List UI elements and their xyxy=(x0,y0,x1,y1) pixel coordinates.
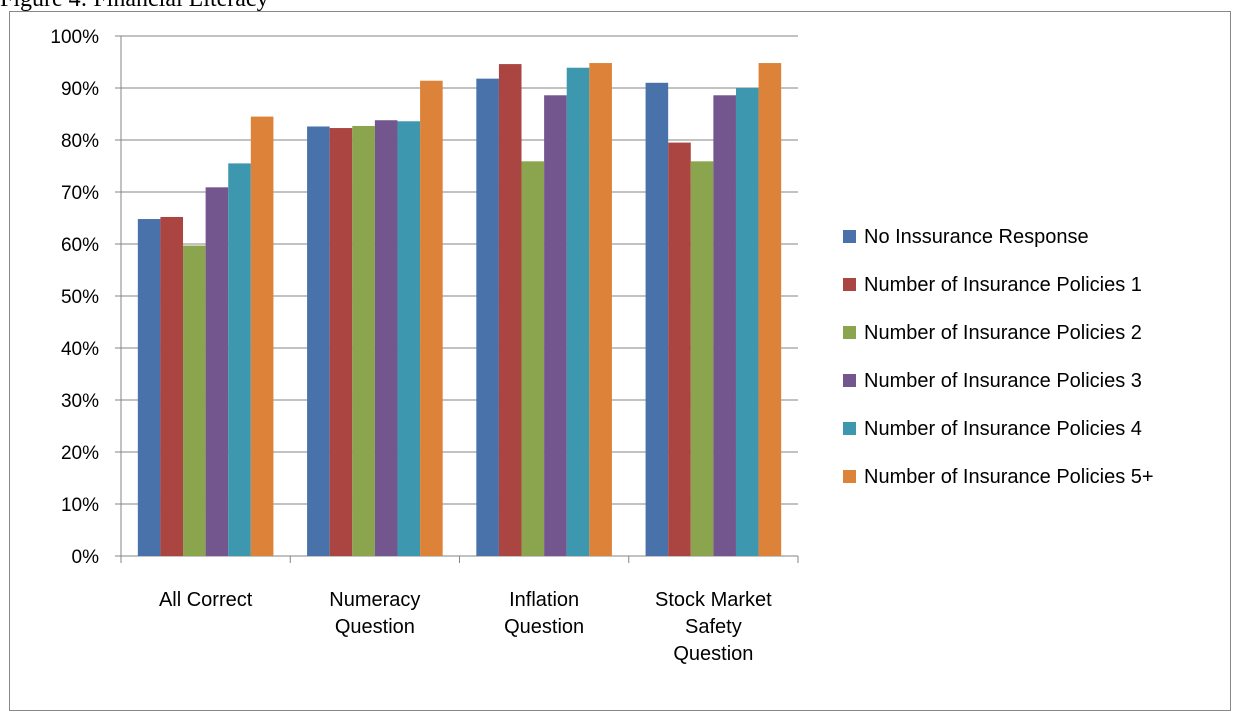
x-category-label: Question xyxy=(504,616,584,638)
y-tick-label: 40% xyxy=(61,339,99,360)
y-tick-label: 60% xyxy=(61,235,99,256)
bar xyxy=(352,125,375,557)
legend-swatch xyxy=(843,278,856,291)
bar xyxy=(397,121,421,556)
x-category-label: Question xyxy=(335,616,415,638)
bar xyxy=(544,95,567,556)
bar xyxy=(250,116,274,556)
legend-label: No Inssurance Response xyxy=(864,226,1089,248)
bar xyxy=(758,63,782,556)
bar xyxy=(668,142,691,556)
x-category-label: Safety xyxy=(685,616,742,638)
bar xyxy=(205,187,229,556)
bar xyxy=(498,64,522,556)
y-tick-label: 70% xyxy=(61,183,99,204)
bar xyxy=(329,128,353,557)
bar xyxy=(566,67,590,556)
bar xyxy=(137,219,161,557)
y-tick-label: 100% xyxy=(50,27,99,48)
legend-label: Number of Insurance Policies 4 xyxy=(864,418,1142,440)
legend-label: Number of Insurance Policies 3 xyxy=(864,370,1142,392)
y-tick-label: 90% xyxy=(61,79,99,100)
legend-swatch xyxy=(843,422,856,435)
y-tick-label: 30% xyxy=(61,391,99,412)
bar xyxy=(589,63,612,556)
legend-swatch xyxy=(843,374,856,387)
figure-caption: Figure 4: Financial Literacy xyxy=(0,0,269,13)
y-tick-label: 80% xyxy=(61,131,99,152)
bar xyxy=(420,80,443,556)
y-tick-label: 50% xyxy=(61,287,99,308)
x-category-label: Inflation xyxy=(509,589,579,611)
y-tick-label: 0% xyxy=(72,547,100,568)
bar xyxy=(183,245,206,556)
x-category-label: Stock Market xyxy=(655,589,772,611)
y-tick-label: 10% xyxy=(61,495,99,516)
legend-label: Number of Insurance Policies 2 xyxy=(864,322,1142,344)
legend-swatch xyxy=(843,326,856,339)
bar xyxy=(160,216,184,556)
legend-label: Number of Insurance Policies 1 xyxy=(864,274,1142,296)
bar xyxy=(735,88,759,556)
x-category-label: Numeracy xyxy=(329,589,420,611)
legend-swatch xyxy=(843,230,856,243)
bar xyxy=(374,120,398,557)
x-category-label: All Correct xyxy=(159,589,253,611)
bar xyxy=(476,78,499,556)
x-category-label: Question xyxy=(673,643,753,665)
bar xyxy=(521,161,545,556)
legend-swatch xyxy=(843,470,856,483)
bar xyxy=(228,163,251,556)
y-tick-label: 20% xyxy=(61,443,99,464)
bar xyxy=(307,126,330,556)
legend-label: Number of Insurance Policies 5+ xyxy=(864,466,1154,488)
bar xyxy=(690,161,714,556)
bar xyxy=(713,95,736,556)
bar xyxy=(645,82,669,557)
